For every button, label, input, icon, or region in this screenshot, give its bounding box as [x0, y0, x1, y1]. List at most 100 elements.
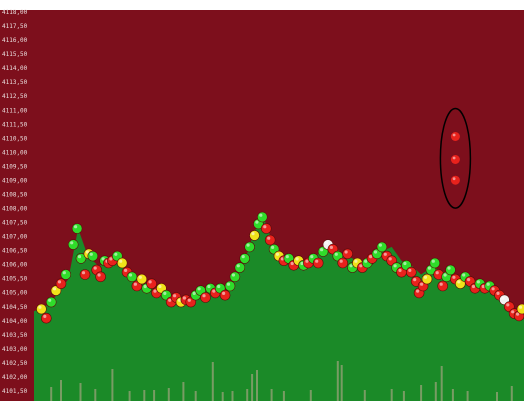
- trade-bubble: [219, 289, 231, 301]
- bubble-highlight: [74, 225, 78, 229]
- y-tick-label: 4113,50: [2, 79, 28, 86]
- trade-bubble: [229, 271, 241, 283]
- annotation-ellipse: [439, 107, 472, 209]
- trade-bubble: [126, 271, 138, 283]
- bubble-highlight: [231, 273, 235, 277]
- bubble-highlight: [114, 252, 118, 256]
- bubble-highlight: [43, 314, 47, 318]
- trade-bubble: [71, 223, 83, 234]
- bubble-highlight: [506, 303, 510, 307]
- volume-bar: [211, 362, 214, 401]
- bubble-highlight: [443, 273, 447, 277]
- trade-bubble: [342, 248, 353, 260]
- bubble-highlight: [324, 241, 329, 245]
- bubble-highlight: [85, 250, 89, 254]
- volume-bar: [182, 382, 185, 401]
- trade-bubble: [239, 253, 250, 264]
- bubble-highlight: [423, 275, 428, 279]
- trade-bubble: [312, 257, 324, 269]
- bubble-highlight: [81, 271, 86, 275]
- bubble-highlight: [420, 282, 424, 286]
- volume-bar: [94, 389, 97, 401]
- y-tick-label: 4101,50: [2, 388, 28, 395]
- bubble-highlight: [163, 291, 167, 295]
- volume-bar: [402, 391, 405, 401]
- trade-bubble: [79, 269, 91, 280]
- y-tick-label: 4108,50: [2, 192, 28, 199]
- bubble-highlight: [486, 282, 490, 286]
- bubble-highlight: [177, 298, 182, 302]
- volume-bar: [167, 388, 170, 401]
- bubble-highlight: [138, 275, 142, 279]
- y-tick-label: 4117,50: [2, 23, 28, 30]
- volume-bar: [496, 392, 498, 401]
- volume-bar: [363, 390, 366, 401]
- bubble-highlight: [431, 259, 435, 263]
- bubble-highlight: [101, 257, 105, 261]
- volume-bar: [143, 390, 146, 401]
- y-tick-label: 4111,00: [2, 107, 28, 114]
- bubble-highlight: [173, 294, 177, 298]
- trade-bubble: [136, 273, 148, 285]
- volume-bar: [309, 390, 312, 401]
- bubble-highlight: [280, 257, 284, 261]
- y-tick-label: 4103,00: [2, 346, 28, 353]
- bubble-highlight: [48, 298, 52, 302]
- trade-bubble: [45, 296, 57, 308]
- volume-bar: [153, 390, 156, 401]
- bubble-highlight: [439, 282, 443, 286]
- bubble-highlight: [462, 273, 466, 277]
- bubble-highlight: [467, 278, 471, 282]
- bubble-highlight: [457, 280, 461, 284]
- volume-bar: [420, 385, 423, 401]
- y-tick-label: 4111,50: [2, 121, 28, 128]
- bubble-highlight: [97, 273, 101, 277]
- bubble-highlight: [124, 268, 128, 272]
- trade-bubble: [249, 230, 260, 241]
- bubble-highlight: [334, 252, 338, 256]
- y-tick-label: 4116,00: [2, 37, 28, 44]
- bubble-highlight: [259, 213, 263, 217]
- trade-bubble: [224, 280, 236, 292]
- trade-bubble: [516, 303, 524, 315]
- bubble-highlight: [133, 282, 137, 286]
- trade-bubble: [264, 234, 276, 246]
- volume-bar: [246, 389, 249, 401]
- bubble-highlight: [471, 284, 476, 289]
- volume-bar: [231, 391, 234, 401]
- bubble-highlight: [452, 275, 456, 279]
- bubble-highlight: [398, 268, 402, 272]
- volume-bar: [111, 369, 114, 401]
- trade-bubble: [376, 241, 388, 253]
- trade-bubble: [55, 278, 67, 290]
- bubble-highlight: [148, 280, 152, 284]
- y-axis-panel: [0, 10, 34, 401]
- trade-bubble: [116, 257, 128, 269]
- trade-bubble: [429, 257, 441, 269]
- trade-bubble: [405, 266, 417, 278]
- bubble-highlight: [222, 291, 226, 295]
- bubble-highlight: [207, 284, 211, 289]
- trade-bubble: [244, 241, 255, 253]
- bubble-highlight: [187, 298, 191, 302]
- bubble-highlight: [275, 252, 280, 256]
- bubble-highlight: [364, 259, 368, 263]
- volume-bar: [434, 382, 437, 401]
- bubble-highlight: [354, 259, 358, 263]
- y-tick-label: 4112,50: [2, 93, 28, 100]
- y-tick-label: 4102,00: [2, 374, 28, 381]
- bubble-highlight: [393, 264, 397, 268]
- trade-bubble: [337, 257, 349, 269]
- bubble-highlight: [263, 225, 267, 229]
- volume-bar: [128, 391, 131, 401]
- bubble-highlight: [295, 257, 299, 261]
- bubble-highlight: [158, 284, 162, 289]
- bubble-highlight: [300, 261, 304, 266]
- trade-bubble: [437, 280, 449, 292]
- bubble-highlight: [416, 289, 420, 293]
- bubble-highlight: [212, 289, 216, 293]
- bubble-highlight: [285, 255, 289, 259]
- bubble-highlight: [89, 252, 93, 256]
- bubble-highlight: [271, 245, 275, 249]
- trade-bubble: [60, 269, 72, 280]
